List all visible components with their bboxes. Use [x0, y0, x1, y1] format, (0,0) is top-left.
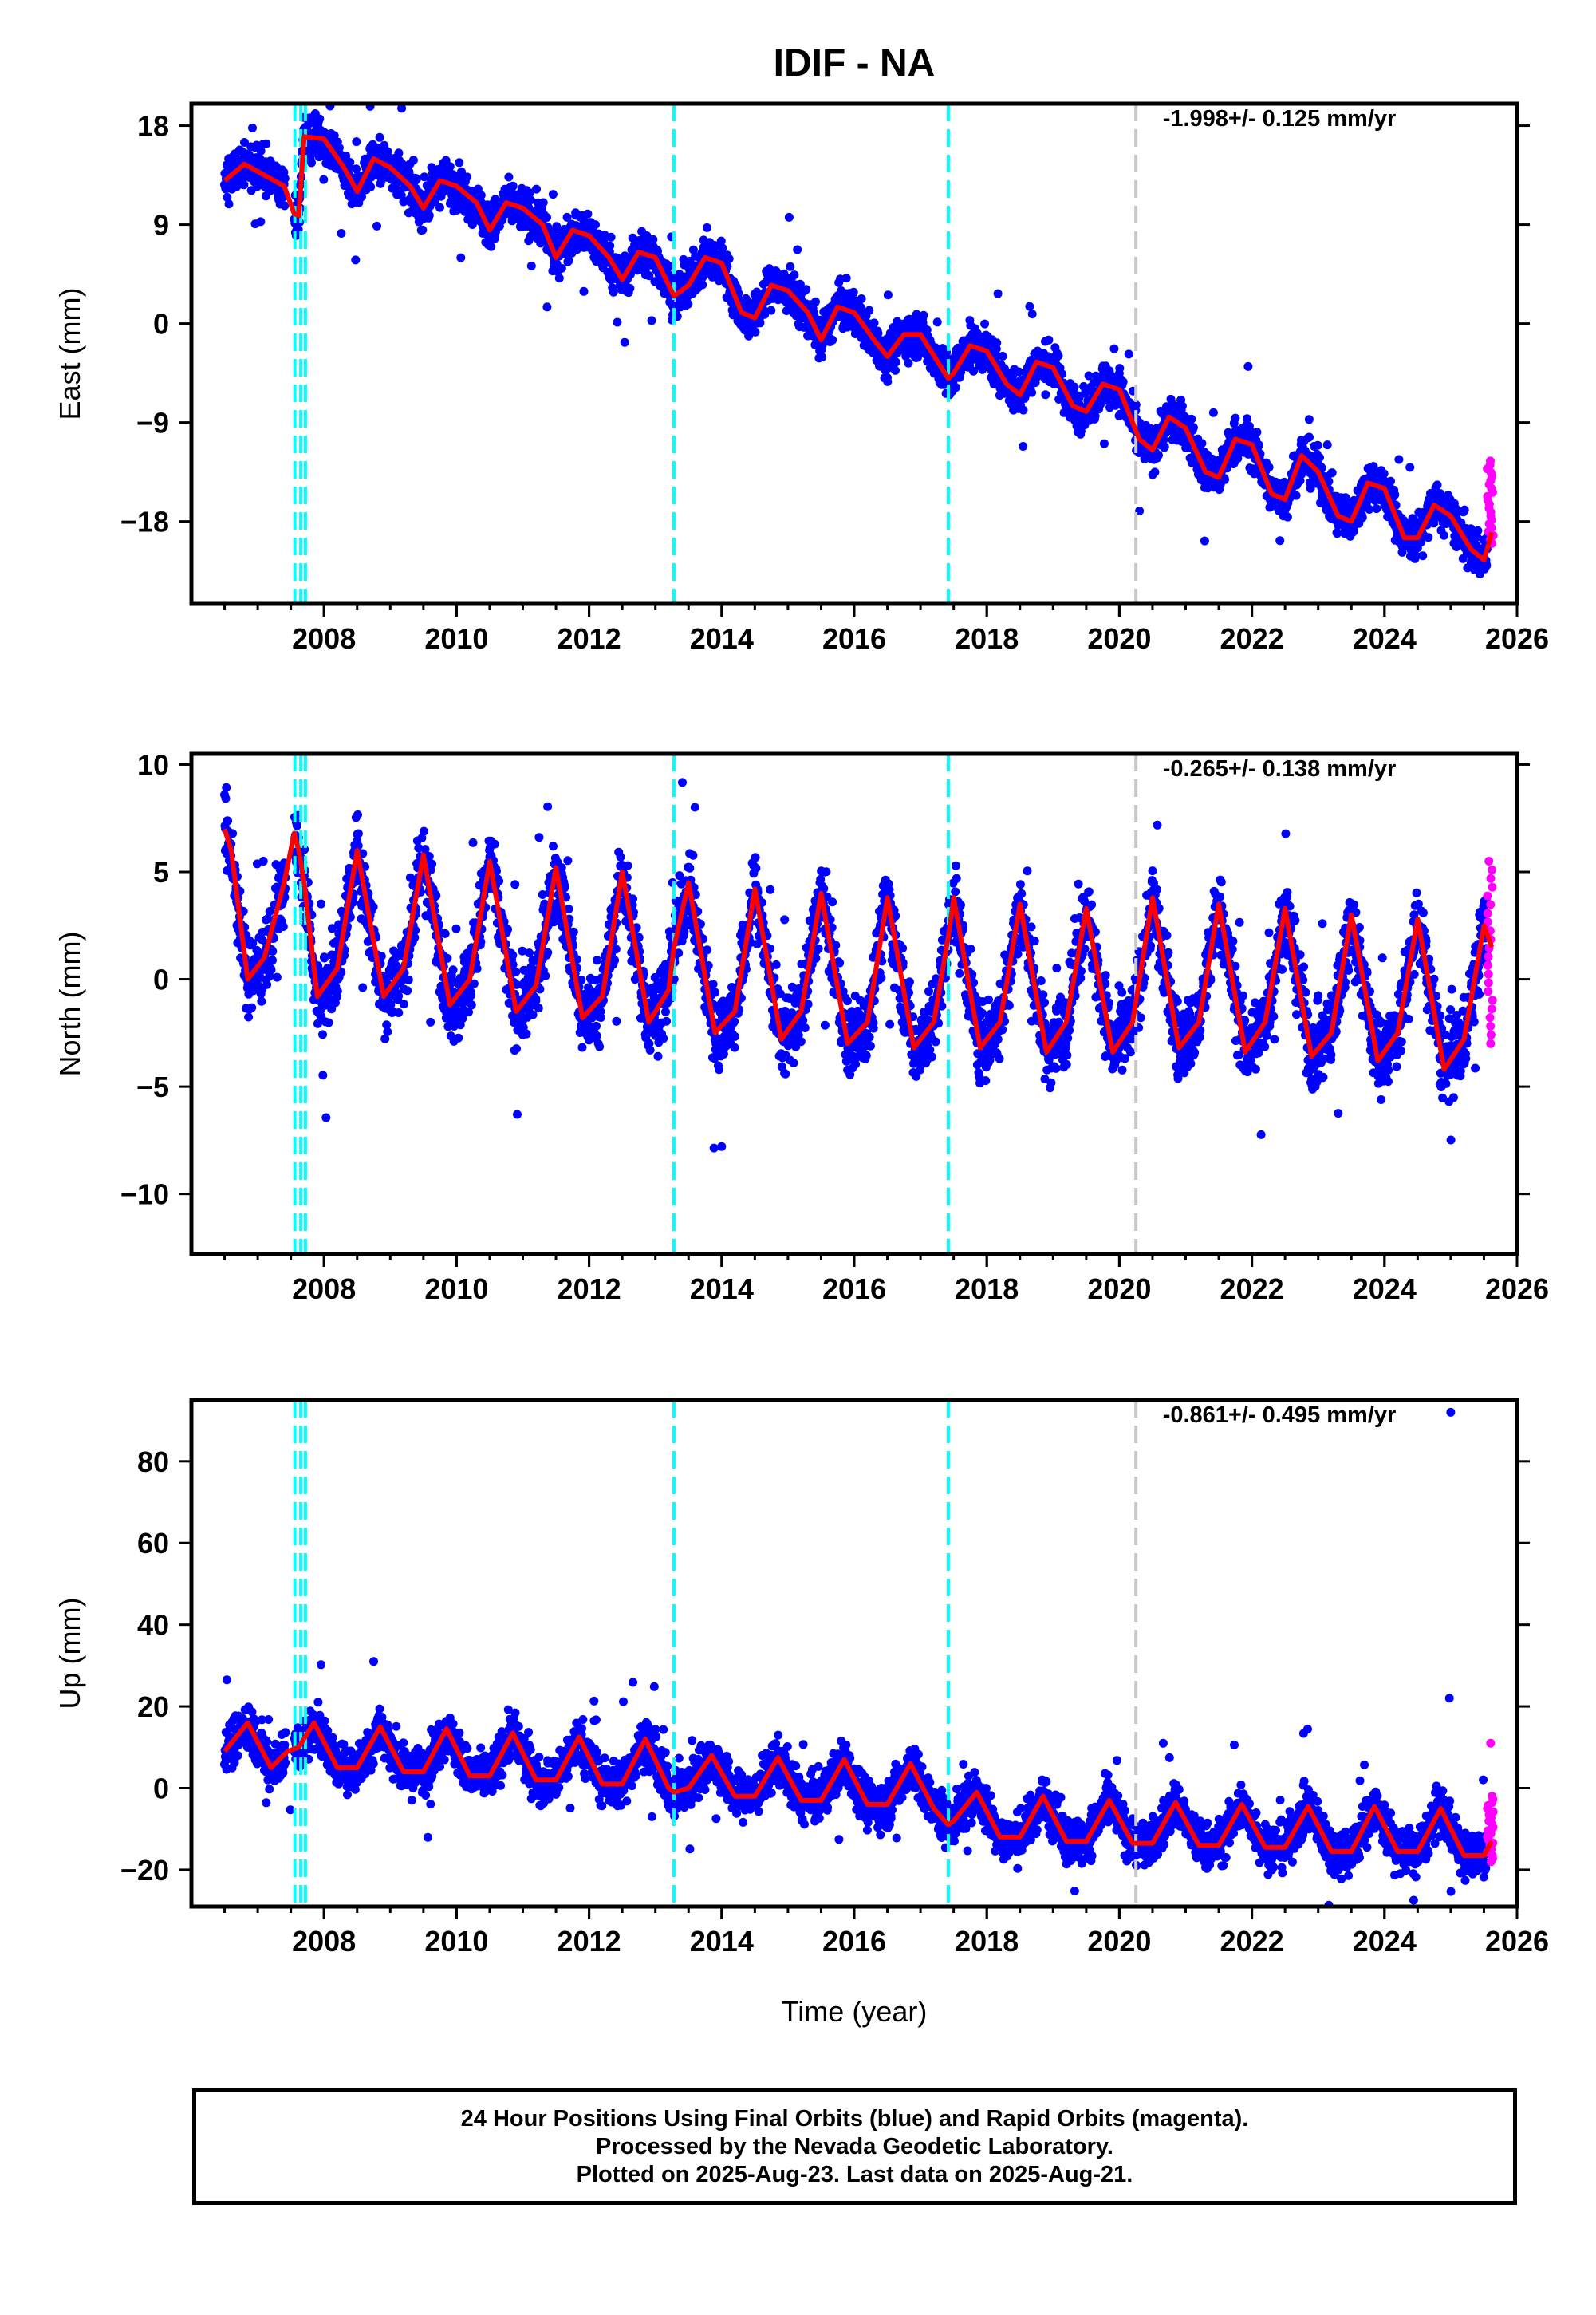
up-x-tick-label: 2010 — [424, 1925, 488, 1958]
north-x-tick-label: 2008 — [292, 1272, 356, 1305]
footer-line-3: Plotted on 2025-Aug-23. Last data on 202… — [576, 2161, 1133, 2187]
east-x-tick-label: 2026 — [1485, 622, 1549, 655]
east-rapid-points — [1483, 456, 1498, 548]
east-y-axis-label: East (mm) — [53, 288, 86, 420]
up-x-tick-label: 2024 — [1353, 1925, 1417, 1958]
up-y-tick-label: 80 — [137, 1445, 169, 1478]
east-y-tick-label: −9 — [136, 407, 169, 440]
north-panel: 2008 2010 2012 2014 2016 2018 2020 2022 2024 2026… — [53, 748, 1549, 1305]
up-x-tick-label: 2016 — [822, 1925, 886, 1958]
north-y-tick-label: 10 — [137, 748, 169, 781]
east-x-tick-label: 2024 — [1353, 622, 1417, 655]
east-x-tick-label: 2014 — [690, 622, 754, 655]
east-x-tick-label: 2016 — [822, 622, 886, 655]
up-y-tick-label: 0 — [153, 1772, 169, 1804]
up-x-tick-label: 2014 — [690, 1925, 754, 1958]
up-y-tick-label: 20 — [137, 1690, 169, 1723]
north-final-points — [220, 778, 1497, 1153]
north-x-tick-label: 2010 — [424, 1272, 488, 1305]
north-x-tick-label: 2018 — [955, 1272, 1019, 1305]
up-x-tick-label: 2008 — [292, 1925, 356, 1958]
north-x-tick-label: 2026 — [1485, 1272, 1549, 1305]
north-rate-text: -0.265+/- 0.138 mm/yr — [1163, 756, 1397, 782]
up-y-tick-label: 60 — [137, 1527, 169, 1560]
up-model-line — [223, 1720, 1495, 1858]
up-y-tick-label: 40 — [137, 1609, 169, 1642]
north-y-tick-label: −10 — [120, 1178, 169, 1211]
up-outlier-points — [222, 1407, 1488, 1907]
footer-line-2: Processed by the Nevada Geodetic Laborat… — [596, 2133, 1113, 2159]
east-y-tick-label: 0 — [153, 308, 169, 341]
up-panel: 2008 2010 2012 2014 2016 2018 2020 2022 2024 2026… — [53, 1398, 1549, 1958]
footer-caption-box: 24 Hour Positions Using Final Orbits (bl… — [192, 2088, 1517, 2205]
north-x-tick-label: 2012 — [558, 1272, 621, 1305]
north-y-axis-label: North (mm) — [53, 932, 86, 1077]
north-model-line — [222, 828, 1495, 1072]
east-y-tick-label: −18 — [120, 506, 169, 538]
north-x-tick-label: 2016 — [822, 1272, 886, 1305]
east-y-tick-label: 18 — [137, 110, 169, 143]
north-y-tick-label: 5 — [153, 856, 169, 889]
figure-title: IDIF - NA — [774, 42, 936, 85]
east-rate-text: -1.998+/- 0.125 mm/yr — [1163, 106, 1397, 132]
north-x-tick-label: 2022 — [1220, 1272, 1284, 1305]
up-final-points — [220, 1407, 1498, 1907]
up-rate-text: -0.861+/- 0.495 mm/yr — [1163, 1402, 1397, 1428]
east-x-tick-label: 2008 — [292, 622, 356, 655]
up-x-tick-label: 2012 — [558, 1925, 621, 1958]
east-final-point-cloud — [220, 109, 1492, 579]
north-y-tick-label: −5 — [136, 1071, 169, 1103]
north-x-tick-label: 2014 — [690, 1272, 754, 1305]
up-x-tick-label: 2020 — [1087, 1925, 1151, 1958]
east-panel: 2008 2010 2012 2014 2016 2018 2020 2022 2024 2026… — [53, 101, 1549, 655]
north-final-point-cloud — [220, 783, 1492, 1106]
east-final-points — [220, 104, 1498, 579]
east-y-tick-label: 9 — [153, 209, 169, 242]
north-rapid-points — [1483, 857, 1497, 1048]
up-x-tick-label: 2022 — [1220, 1925, 1284, 1958]
footer-line-1: 24 Hour Positions Using Final Orbits (bl… — [460, 2105, 1249, 2132]
east-x-tick-label: 2018 — [955, 622, 1019, 655]
up-y-tick-label: −20 — [120, 1854, 169, 1887]
up-y-axis-label: Up (mm) — [53, 1598, 86, 1710]
north-y-tick-label: 0 — [153, 964, 169, 996]
east-model-line — [223, 134, 1495, 562]
up-rapid-points — [1483, 1738, 1498, 1867]
north-x-tick-label: 2020 — [1087, 1272, 1151, 1305]
east-x-tick-label: 2022 — [1220, 622, 1284, 655]
x-axis-label: Time (year) — [782, 1995, 928, 2028]
up-final-point-cloud — [220, 1698, 1492, 1885]
up-x-tick-label: 2018 — [955, 1925, 1019, 1958]
east-x-tick-label: 2010 — [424, 622, 488, 655]
east-x-tick-label: 2012 — [558, 622, 621, 655]
north-x-tick-label: 2024 — [1353, 1272, 1417, 1305]
east-x-tick-label: 2020 — [1087, 622, 1151, 655]
up-x-tick-label: 2026 — [1485, 1925, 1549, 1958]
